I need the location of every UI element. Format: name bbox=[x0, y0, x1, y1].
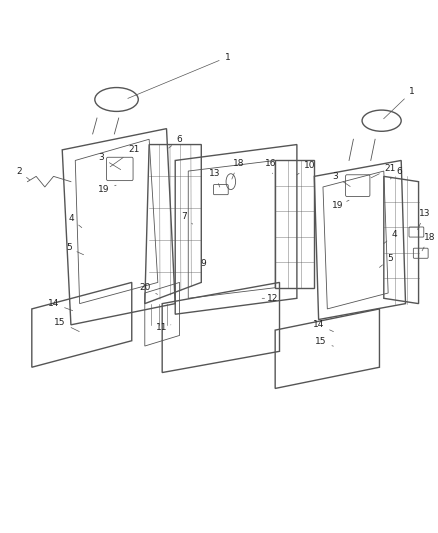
Text: 15: 15 bbox=[54, 318, 79, 332]
Text: 13: 13 bbox=[417, 209, 431, 230]
Text: 5: 5 bbox=[379, 254, 393, 268]
Text: 3: 3 bbox=[332, 172, 350, 187]
Text: 19: 19 bbox=[332, 200, 349, 210]
Text: 16: 16 bbox=[265, 159, 276, 174]
Text: 11: 11 bbox=[156, 323, 171, 332]
Text: 2: 2 bbox=[16, 166, 30, 180]
Text: 9: 9 bbox=[201, 260, 206, 268]
Text: 7: 7 bbox=[181, 212, 193, 224]
Text: 14: 14 bbox=[48, 299, 73, 311]
Text: 4: 4 bbox=[68, 214, 82, 228]
Text: 14: 14 bbox=[313, 320, 333, 332]
Text: 18: 18 bbox=[232, 159, 244, 179]
Text: 6: 6 bbox=[169, 135, 183, 148]
Text: 10: 10 bbox=[297, 161, 316, 175]
Text: 20: 20 bbox=[139, 283, 158, 294]
Text: 21: 21 bbox=[110, 146, 140, 167]
Text: 13: 13 bbox=[208, 169, 220, 187]
Text: 3: 3 bbox=[99, 154, 121, 169]
Text: 1: 1 bbox=[128, 53, 230, 99]
Text: 4: 4 bbox=[384, 230, 397, 244]
Text: 21: 21 bbox=[371, 164, 396, 178]
Text: 6: 6 bbox=[390, 166, 402, 179]
Text: 12: 12 bbox=[262, 294, 279, 303]
Text: 15: 15 bbox=[315, 337, 333, 346]
Text: 1: 1 bbox=[384, 87, 415, 119]
Text: 18: 18 bbox=[422, 233, 435, 251]
Text: 5: 5 bbox=[66, 244, 84, 255]
Text: 19: 19 bbox=[98, 185, 116, 194]
